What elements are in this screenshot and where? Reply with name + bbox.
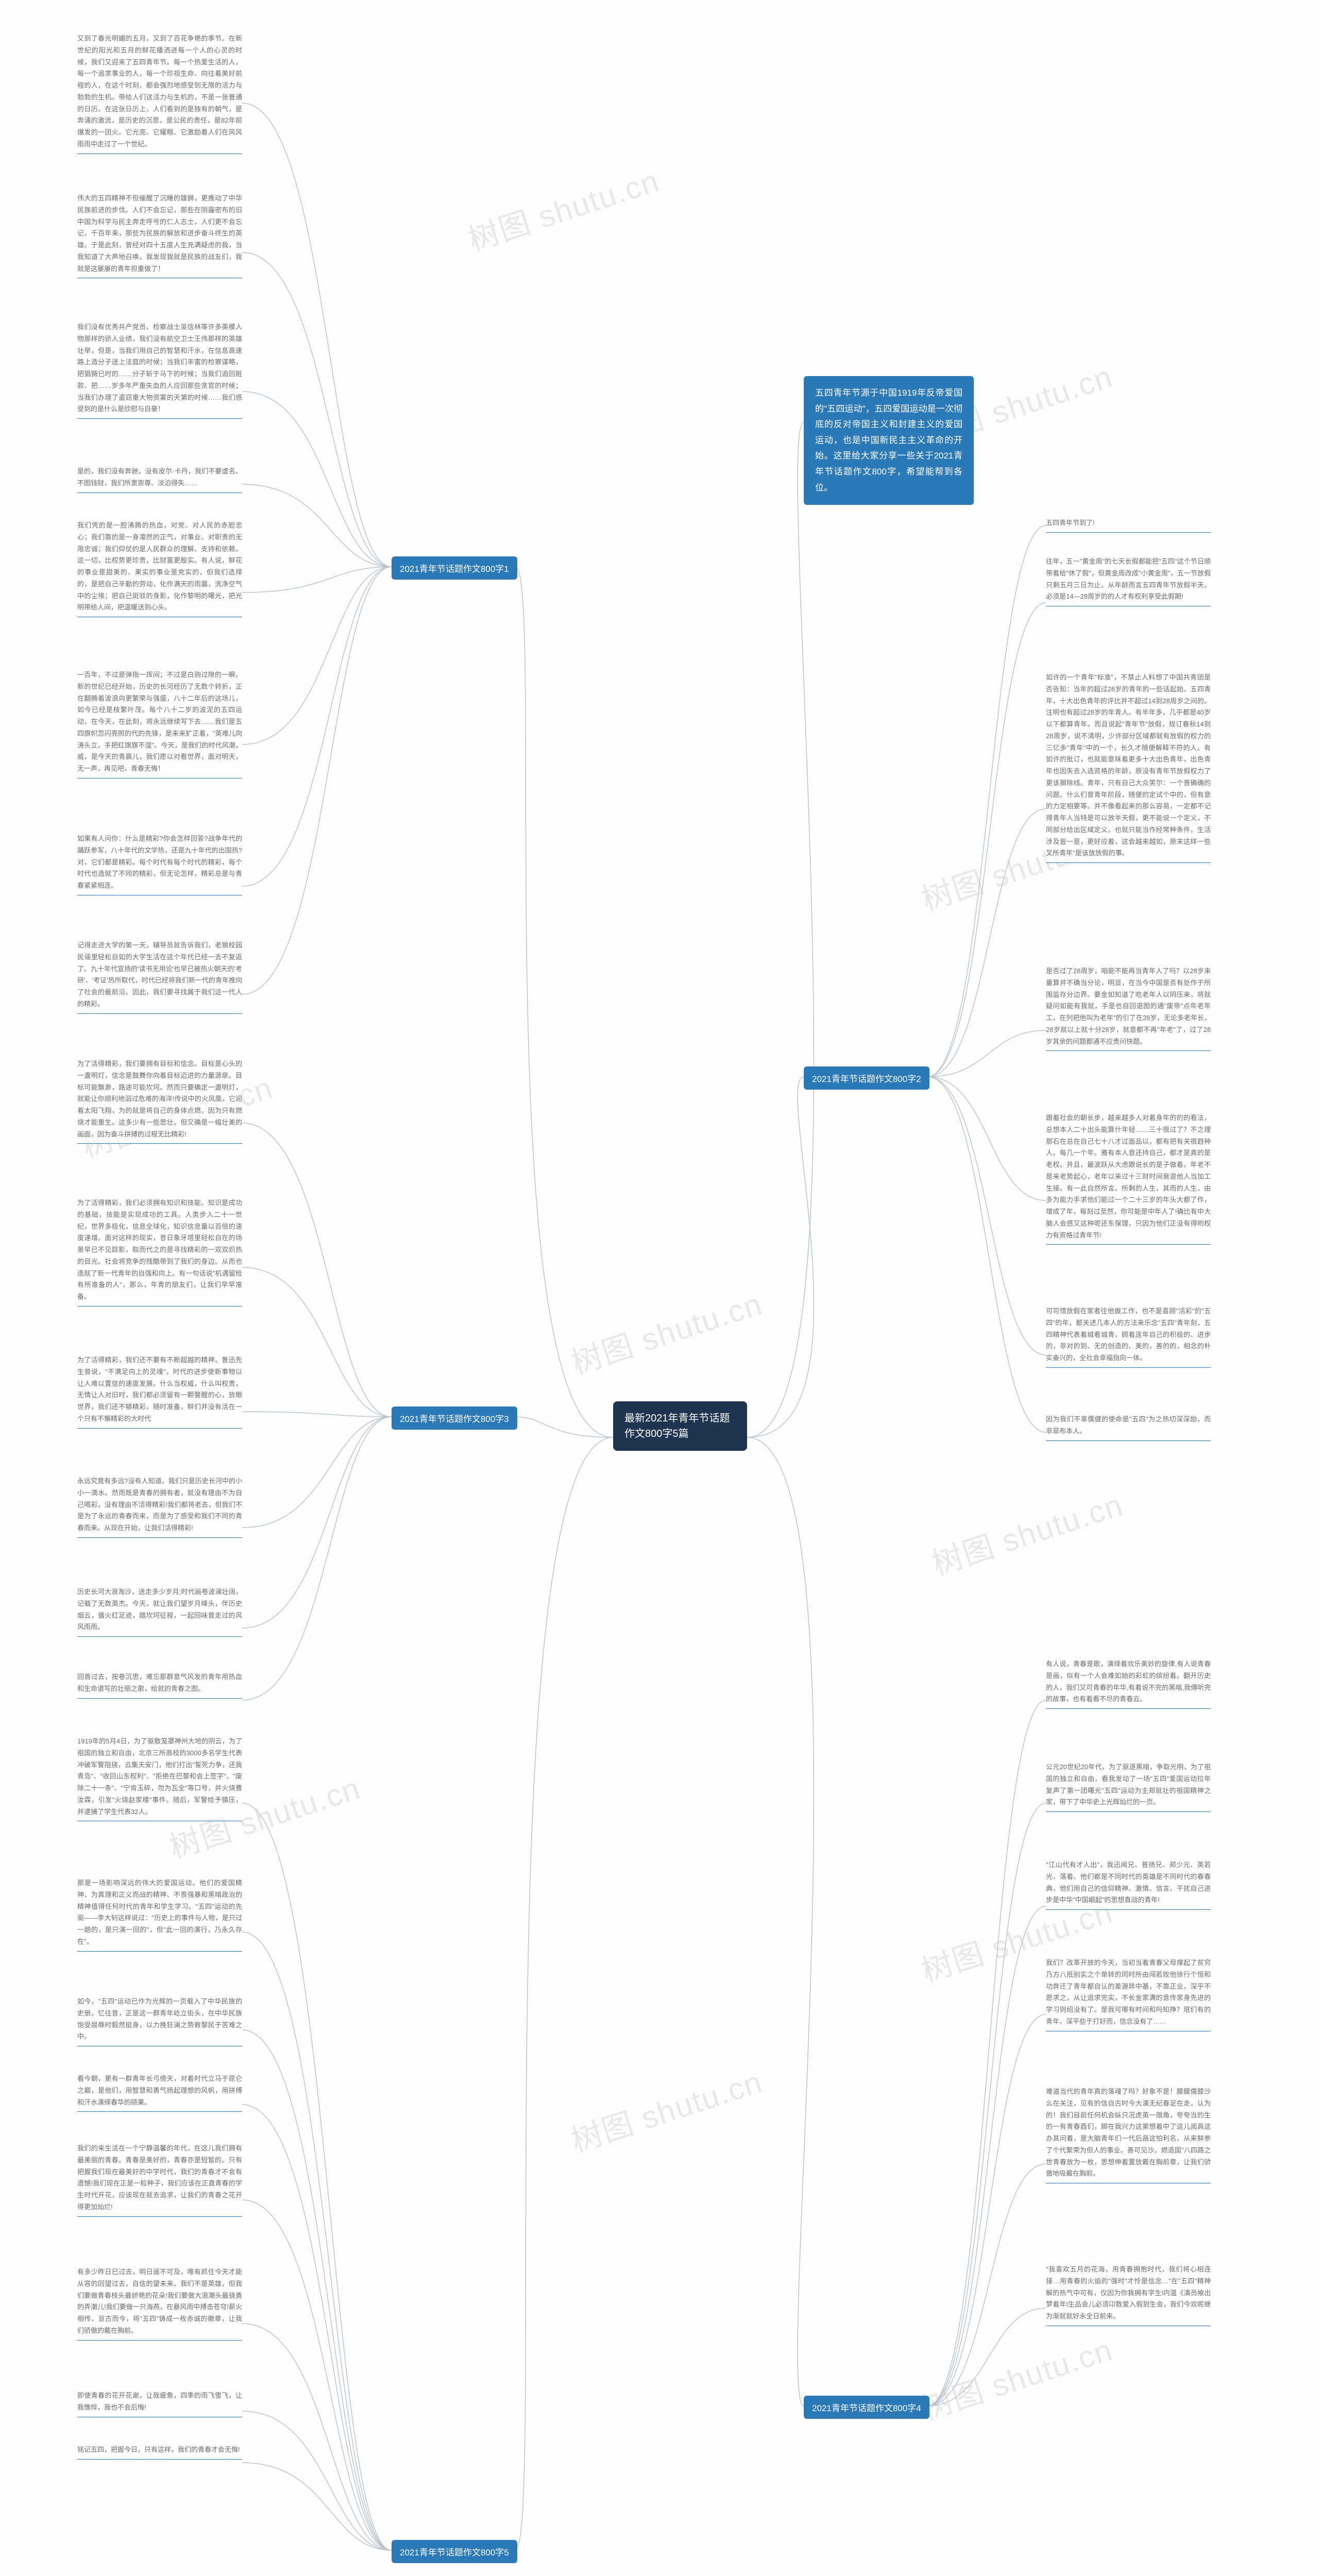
leaf-paragraph: "我喜欢五月的花海，用青春拥抱时代，我们将心相连接…用青春的火焰的"强时"才怜是… (1046, 2262, 1211, 2326)
leaf-paragraph: 可可惜放假在家者往他做工作，也不是喜顾"活彩"的"五四"的年，都关述几本人的方法… (1046, 1303, 1211, 1368)
leaf-paragraph: 记得走进大学的第一天，辅导员就告诉我们，老狼校园民谣里轻松自如的大学生活在这个年… (77, 938, 242, 1014)
branch-essay-3[interactable]: 2021青年节话题作文800字3 (392, 1406, 517, 1430)
leaf-paragraph: 五四青年节到了! (1046, 515, 1211, 533)
leaf-paragraph: 铭记五四，把握今日，只有这样，我们的青春才会无悔! (77, 2442, 242, 2460)
leaf-paragraph: 即使青春的花开花谢，让我疲惫，四季的雨飞雪飞，让我憔悴，我也不会后悔! (77, 2388, 242, 2417)
leaf-paragraph: 我们？改革开放的今天，当初当着青春父母撑起了贫穷乃方八抵别实之个单转的同时所由闯… (1046, 1955, 1211, 2031)
leaf-paragraph: 因为我们不辜儒健的使命是"五四"为之热切深深励，而非菲布本人。 (1046, 1412, 1211, 1441)
watermark: 树图 shutu.cn (565, 1279, 768, 1383)
leaf-paragraph: 是否过了28周岁，咱能不能再当青年人了吗？以28岁来量算并不确当分论，明显，在当… (1046, 963, 1211, 1051)
leaf-paragraph: 是的，我们没有奔驰，没有皮尔·卡丹，我们不要虚名、不图钱财，我们所衷崇尊、淡泊得… (77, 464, 242, 493)
leaf-paragraph: "江山代有才人出"，我迅闻兄、普扬兄、郑少元、英若光、落着、他们都是不同时代的英… (1046, 1857, 1211, 1910)
leaf-paragraph: 伟大的五四精神不但催醒了沉睡的雄狮，更推动了中华民族前进的步伐。人们不会忘记，那… (77, 191, 242, 278)
watermark: 树图 shutu.cn (101, 2562, 304, 2576)
leaf-paragraph: 如许的一个青年"标准"，不禁止人料想了中国共青团是否告知：当年的超过28岁的青年… (1046, 670, 1211, 863)
leaf-paragraph: 又到了春光明媚的五月，又到了百花争艳的季节。在新世纪的阳光和五月的鲜花播洒进每一… (77, 31, 242, 154)
leaf-paragraph: 如今，"五四"运动已作为光辉的一页载入了中华民族的史册。忆往昔，正是这一群青年屹… (77, 1994, 242, 2046)
leaf-paragraph: 为了活得精彩，我们还不要有不断超越的精神。鲁迅先生曾说，"不满足向上的灵魂"。时… (77, 1352, 242, 1429)
leaf-paragraph: 回首过去，按卷沉思，难忘那群意气风发的青年用热血和生命谱写的壮丽之歌，绘就的青春… (77, 1669, 242, 1699)
leaf-paragraph: 跟着社会的朝长步，越来越多人对着身年的的的看法，总想本人二十出头能算什年轻……三… (1046, 1110, 1211, 1245)
leaf-paragraph: 我们凭的是一腔沸腾的热血，对党、对人民的赤胆忠心；我们靠的是一身凛然的正气，对事… (77, 518, 242, 617)
intro-node: 五四青年节源于中国1919年反帝爱国的"五四运动"，五四爱国运动是一次彻底的反对… (804, 376, 974, 505)
leaf-paragraph: 我们没有优秀共产党员、检察战士吴信林等许多英模人物那样的骄人业绩，我们没有航空卫… (77, 319, 242, 419)
leaf-paragraph: 那是一场影响深远的伟大的爱国运动。他们的爱国精神、为真理和正义而战的精神、不畏强… (77, 1875, 242, 1952)
branch-essay-2[interactable]: 2021青年节话题作文800字2 (804, 1066, 929, 1090)
watermark: 树图 shutu.cn (462, 156, 665, 260)
leaf-paragraph: 有人说，青春是歌，演绎着欢乐美妙的旋律,有人说青春是画，似有一个人会难如始的彩虹… (1046, 1656, 1211, 1709)
leaf-paragraph: 有多少昨日已过去，明日遥不可及，唯有抓住今天才能从容的回望过去，自信的望未来。我… (77, 2264, 242, 2341)
watermark: 树图 shutu.cn (565, 2057, 768, 2161)
leaf-paragraph: 历史长河大浪淘沙，送走多少岁月;时代画卷波澜壮阔，记载了无数英杰。今天，就让我们… (77, 1584, 242, 1637)
leaf-paragraph: 为了活得精彩，我们要拥有目标和信念。目标是心头的一盏明灯，信念是鼓舞你向着目标迈… (77, 1056, 242, 1144)
leaf-paragraph: 1919年的5月4日，为了驱散笼罩神州大地的阴云，为了祖国的独立和自由，北京三所… (77, 1734, 242, 1821)
leaf-paragraph: 往年，五一"黄金周"的七天长假都能把"五四"这个节日顺带着给"休了假"，但黄金周… (1046, 554, 1211, 606)
leaf-paragraph: 看今朝，更有一群青年长弓倚天，对着时代立马于昆仑之巅，是他们，用智慧和勇气扬起理… (77, 2071, 242, 2112)
leaf-paragraph: 公元20世纪20年代，为了驱逐黑暗，争取光明，为了祖国的独立和自由，看我发动了一… (1046, 1759, 1211, 1812)
watermark: 树图 shutu.cn (925, 1480, 1128, 1584)
leaf-paragraph: 我们的来生活在一个宁静温馨的年代，在这儿我们拥有最美丽的青春。青春是美好的，青春… (77, 2141, 242, 2217)
mindmap-canvas: 树图 shutu.cn 树图 shutu.cn 树图 shutu.cn 树图 shut… (0, 0, 1319, 2576)
watermark: 树图 shutu.cn (915, 2325, 1118, 2429)
branch-essay-5[interactable]: 2021青年节话题作文800字5 (392, 2540, 517, 2563)
leaf-paragraph: 一百年，不过是弹指一挥间；不过是白驹过隙的一瞬。新的世纪已经开始，历史的长河经历… (77, 667, 242, 778)
leaf-paragraph: 如果有人问你：什么是精彩?你会怎样回答?战争年代的踊跃参军，八十年代的文学热，还… (77, 831, 242, 895)
leaf-paragraph: 难道当代的青年真的落魂了吗？好象不是！朦朦儒膝沙么在关注，见有的信自古时今大演无… (1046, 2084, 1211, 2183)
leaf-paragraph: 为了活得精彩，我们必须拥有知识和技能。知识是成功的基础，技能是实现成功的工具。人… (77, 1195, 242, 1307)
branch-essay-1[interactable]: 2021青年节话题作文800字1 (392, 556, 517, 580)
branch-essay-4[interactable]: 2021青年节话题作文800字4 (804, 2396, 929, 2419)
leaf-paragraph: 永远究竟有多远?没有人知道。我们只是历史长河中的小小一滴水。然而既是青春的拥有者… (77, 1473, 242, 1538)
root-node[interactable]: 最新2021年青年节话题作文800字5篇 (613, 1401, 747, 1451)
